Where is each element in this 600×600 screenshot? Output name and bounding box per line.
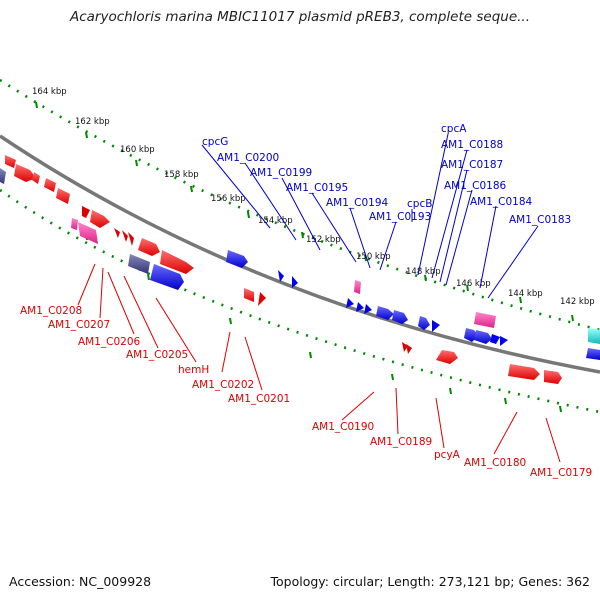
- gene-feature[interactable]: [226, 250, 248, 268]
- gene-feature[interactable]: [56, 188, 70, 204]
- gene-label-hemH[interactable]: hemH: [178, 364, 209, 376]
- gene-feature[interactable]: [138, 238, 160, 256]
- gene-label-am1-c0180[interactable]: AM1_C0180: [464, 457, 526, 469]
- accession-text: Accession: NC_009928: [9, 574, 152, 589]
- gene-label-am1-c0207[interactable]: AM1_C0207: [48, 319, 110, 331]
- gene-feature[interactable]: [114, 228, 120, 238]
- kbp-label: 156 kbp: [211, 194, 246, 204]
- gene-feature[interactable]: [406, 344, 412, 354]
- gene-label-am1-c0187[interactable]: AM1_C0187: [441, 159, 503, 171]
- gene-feature[interactable]: [508, 364, 540, 380]
- gene-feature[interactable]: [346, 298, 354, 308]
- gene-feature[interactable]: [78, 222, 98, 244]
- kbp-label: 146 kbp: [456, 279, 491, 289]
- gene-feature[interactable]: [5, 155, 16, 168]
- gene-feature[interactable]: [82, 206, 90, 218]
- gene-label-am1-c0188[interactable]: AM1_C0188: [441, 139, 503, 151]
- gene-label-cpcG[interactable]: cpcG: [202, 136, 228, 148]
- reverse-gene-labels: AM1_C0208 AM1_C0207 AM1_C0206 AM1_C0205 …: [20, 305, 592, 479]
- gene-feature[interactable]: [474, 312, 496, 328]
- reverse-label-leaders: [77, 263, 561, 463]
- forward-genes: [0, 155, 600, 360]
- gene-feature[interactable]: [128, 254, 150, 274]
- gene-label-am1-c0190[interactable]: AM1_C0190: [312, 421, 374, 433]
- gene-label-cpcA[interactable]: cpcA: [441, 123, 467, 135]
- gene-feature[interactable]: [244, 288, 254, 302]
- map-title: Acaryochloris marina MBIC11017 plasmid p…: [69, 9, 531, 25]
- kbp-label: 148 kbp: [406, 267, 441, 277]
- kbp-labels: 164 kbp 162 kbp 160 kbp 158 kbp 156 kbp …: [32, 87, 595, 307]
- gene-feature[interactable]: [588, 328, 600, 344]
- gene-feature[interactable]: [436, 350, 458, 364]
- gene-feature[interactable]: [354, 280, 361, 294]
- gene-feature[interactable]: [392, 310, 408, 324]
- gene-label-am1-c0195[interactable]: AM1_C0195: [286, 182, 348, 194]
- gene-label-am1-c0186[interactable]: AM1_C0186: [444, 180, 507, 192]
- gene-feature[interactable]: [364, 304, 372, 314]
- gene-feature[interactable]: [490, 334, 500, 344]
- gene-feature[interactable]: [278, 270, 284, 282]
- gene-label-am1-c0201[interactable]: AM1_C0201: [228, 393, 290, 405]
- kbp-label: 144 kbp: [508, 289, 543, 299]
- kbp-label: 152 kbp: [306, 235, 341, 245]
- kbp-label: 150 kbp: [356, 252, 391, 262]
- gene-feature[interactable]: [356, 302, 364, 312]
- gene-feature[interactable]: [14, 164, 36, 182]
- gene-feature[interactable]: [474, 330, 492, 344]
- gene-label-am1-c0189[interactable]: AM1_C0189: [370, 436, 432, 448]
- gene-feature[interactable]: [544, 370, 562, 384]
- gene-label-am1-c0205[interactable]: AM1_C0205: [126, 349, 188, 361]
- gene-label-am1-c0193[interactable]: AM1_C0193: [369, 211, 431, 223]
- topology-text: Topology: circular; Length: 273,121 bp; …: [270, 574, 591, 589]
- gene-feature[interactable]: [0, 168, 6, 184]
- gene-label-pcyA[interactable]: pcyA: [434, 449, 461, 461]
- gene-label-am1-c0179[interactable]: AM1_C0179: [530, 467, 592, 479]
- gene-feature[interactable]: [586, 348, 600, 360]
- gene-label-cpcB[interactable]: cpcB: [407, 198, 432, 210]
- kbp-label: 160 kbp: [120, 145, 155, 155]
- gene-feature[interactable]: [418, 316, 430, 330]
- gene-label-am1-c0194[interactable]: AM1_C0194: [326, 197, 389, 209]
- forward-gene-labels: cpcG AM1_C0200 AM1_C0199 AM1_C0195 AM1_C…: [202, 123, 571, 226]
- gene-label-am1-c0202[interactable]: AM1_C0202: [192, 379, 254, 391]
- kbp-label: 142 kbp: [560, 297, 595, 307]
- inner-tick-ring: [0, 188, 600, 414]
- gene-label-am1-c0183[interactable]: AM1_C0183: [509, 214, 571, 226]
- kbp-label: 164 kbp: [32, 87, 67, 97]
- gene-label-am1-c0184[interactable]: AM1_C0184: [470, 196, 533, 208]
- forward-label-leaders: [201, 133, 539, 299]
- gene-feature[interactable]: [292, 276, 298, 288]
- gene-label-am1-c0200[interactable]: AM1_C0200: [217, 152, 279, 164]
- gene-label-am1-c0199[interactable]: AM1_C0199: [250, 167, 312, 179]
- gene-feature[interactable]: [500, 336, 508, 346]
- gene-feature[interactable]: [128, 232, 134, 246]
- gene-feature[interactable]: [258, 292, 266, 306]
- gene-feature[interactable]: [90, 210, 110, 228]
- gene-feature[interactable]: [432, 320, 440, 332]
- gene-label-am1-c0206[interactable]: AM1_C0206: [78, 336, 141, 348]
- reverse-genes: [71, 206, 562, 384]
- outer-tick-ring: [0, 78, 600, 332]
- kbp-label: 154 kbp: [258, 216, 293, 226]
- gene-feature[interactable]: [376, 306, 394, 320]
- gene-label-am1-c0208[interactable]: AM1_C0208: [20, 305, 82, 317]
- gene-feature[interactable]: [44, 178, 56, 192]
- kbp-label: 162 kbp: [75, 117, 110, 127]
- gene-feature[interactable]: [71, 218, 78, 230]
- gene-feature[interactable]: [160, 250, 194, 274]
- gene-feature[interactable]: [150, 264, 184, 290]
- kbp-label: 158 kbp: [164, 170, 199, 180]
- gene-feature[interactable]: [122, 230, 128, 242]
- gene-feature[interactable]: [402, 342, 408, 352]
- gene-feature[interactable]: [32, 172, 40, 184]
